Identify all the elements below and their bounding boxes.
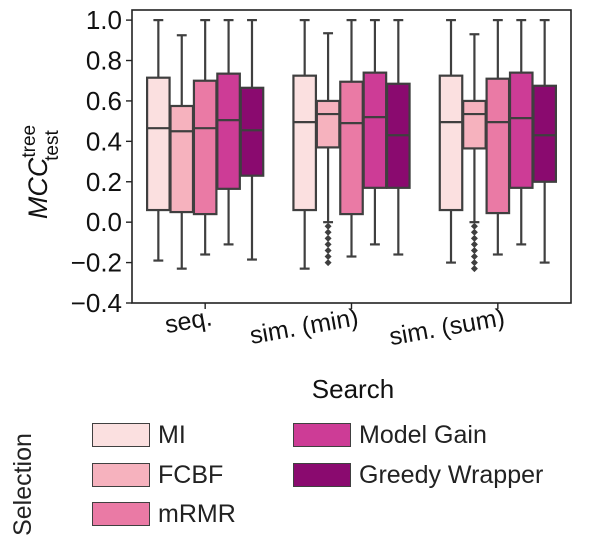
box-plot: −0.4 −0.2 0.0 0.2 0.4 0.6 0.8 1.0 seq. sim. (min… [19,5,572,404]
box-mi [146,19,171,262]
y-tick-label: −0.2 [71,248,122,278]
outlier-point [324,234,332,242]
box-mi [438,19,464,264]
box-body [438,74,464,212]
plot-frame [131,9,572,304]
box-body [339,80,364,216]
legend-label: mRMR [158,499,236,528]
outlier-point [470,222,478,230]
outlier-point [470,228,478,236]
legend-label: Model Gain [359,420,487,449]
box-mrmr [339,19,364,258]
box-mrmr [192,19,218,256]
legend-swatch [92,502,150,526]
box-fcbf [169,34,195,270]
y-tick-label: 1.0 [86,5,122,35]
box-body [485,77,511,215]
outlier-point [470,246,478,254]
legend-item-model-gain: Model Gain [293,420,487,450]
box-body [292,74,318,212]
legend-label: FCBF [158,460,224,489]
legend-swatch [92,423,150,447]
box-body [169,104,195,214]
legend-item-greedy-wrapper: Greedy Wrapper [293,460,543,490]
box-body [362,71,388,189]
legend-label: MI [158,420,186,449]
box-model-gain [508,19,534,246]
legend-swatch [293,463,351,487]
box-body [192,79,218,216]
y-tick-label: −0.4 [71,288,122,318]
box-body [239,86,265,177]
y-axis-ticks: −0.4 −0.2 0.0 0.2 0.4 0.6 0.8 1.0 [71,5,132,318]
legend-item-mrmr: mRMR [92,499,236,529]
x-tick-label: sim. (min) [248,303,361,350]
legend-title-text: Selection [8,432,37,536]
y-axis-label-sup: tree [19,125,40,158]
box-body [462,99,487,150]
outlier-point [324,253,332,261]
y-tick-label: 0.4 [86,126,122,156]
legend-swatch [92,463,150,487]
x-tick-label: sim. (sum) [387,303,507,351]
box-body [532,84,557,183]
box-mrmr [485,19,511,256]
box-body [216,72,241,190]
outlier-point [324,228,332,236]
legend-title: Selection [6,414,40,554]
box-body [146,76,171,212]
box-greedy-wrapper [385,19,411,256]
legend-swatch [293,423,351,447]
box-model-gain [216,19,241,246]
legend-item-fcbf: FCBF [92,460,223,490]
outlier-point [324,259,332,267]
box-body [315,99,341,149]
outlier-point [470,234,478,242]
outlier-point [324,222,332,230]
box-mi [292,19,318,270]
x-tick-label: seq. [163,303,214,339]
y-tick-label: 0.8 [86,46,122,76]
outlier-point [324,240,332,248]
outlier-point [324,246,332,254]
box-greedy-wrapper [239,19,265,261]
outlier-point [470,240,478,248]
outlier-point [470,265,478,273]
outlier-point [470,253,478,261]
box-fcbf [462,33,487,273]
x-axis-label: Search [312,374,394,404]
legend-item-mi: MI [92,420,186,450]
legend-label: Greedy Wrapper [359,460,544,489]
y-axis-label-sub: test [42,130,63,161]
outlier-point [470,259,478,267]
x-axis-ticks: seq. sim. (min) sim. (sum) [163,303,507,351]
box-fcbf [315,32,341,267]
box-body [508,71,534,189]
y-tick-label: 0.2 [86,167,122,197]
y-tick-label: 0.6 [86,86,122,116]
y-tick-label: 0.0 [86,207,122,237]
y-axis-label-main: MCC [23,157,53,219]
y-axis-label: MCCtree test [19,125,63,219]
box-series [146,19,557,273]
box-model-gain [362,19,388,246]
box-greedy-wrapper [532,19,557,264]
